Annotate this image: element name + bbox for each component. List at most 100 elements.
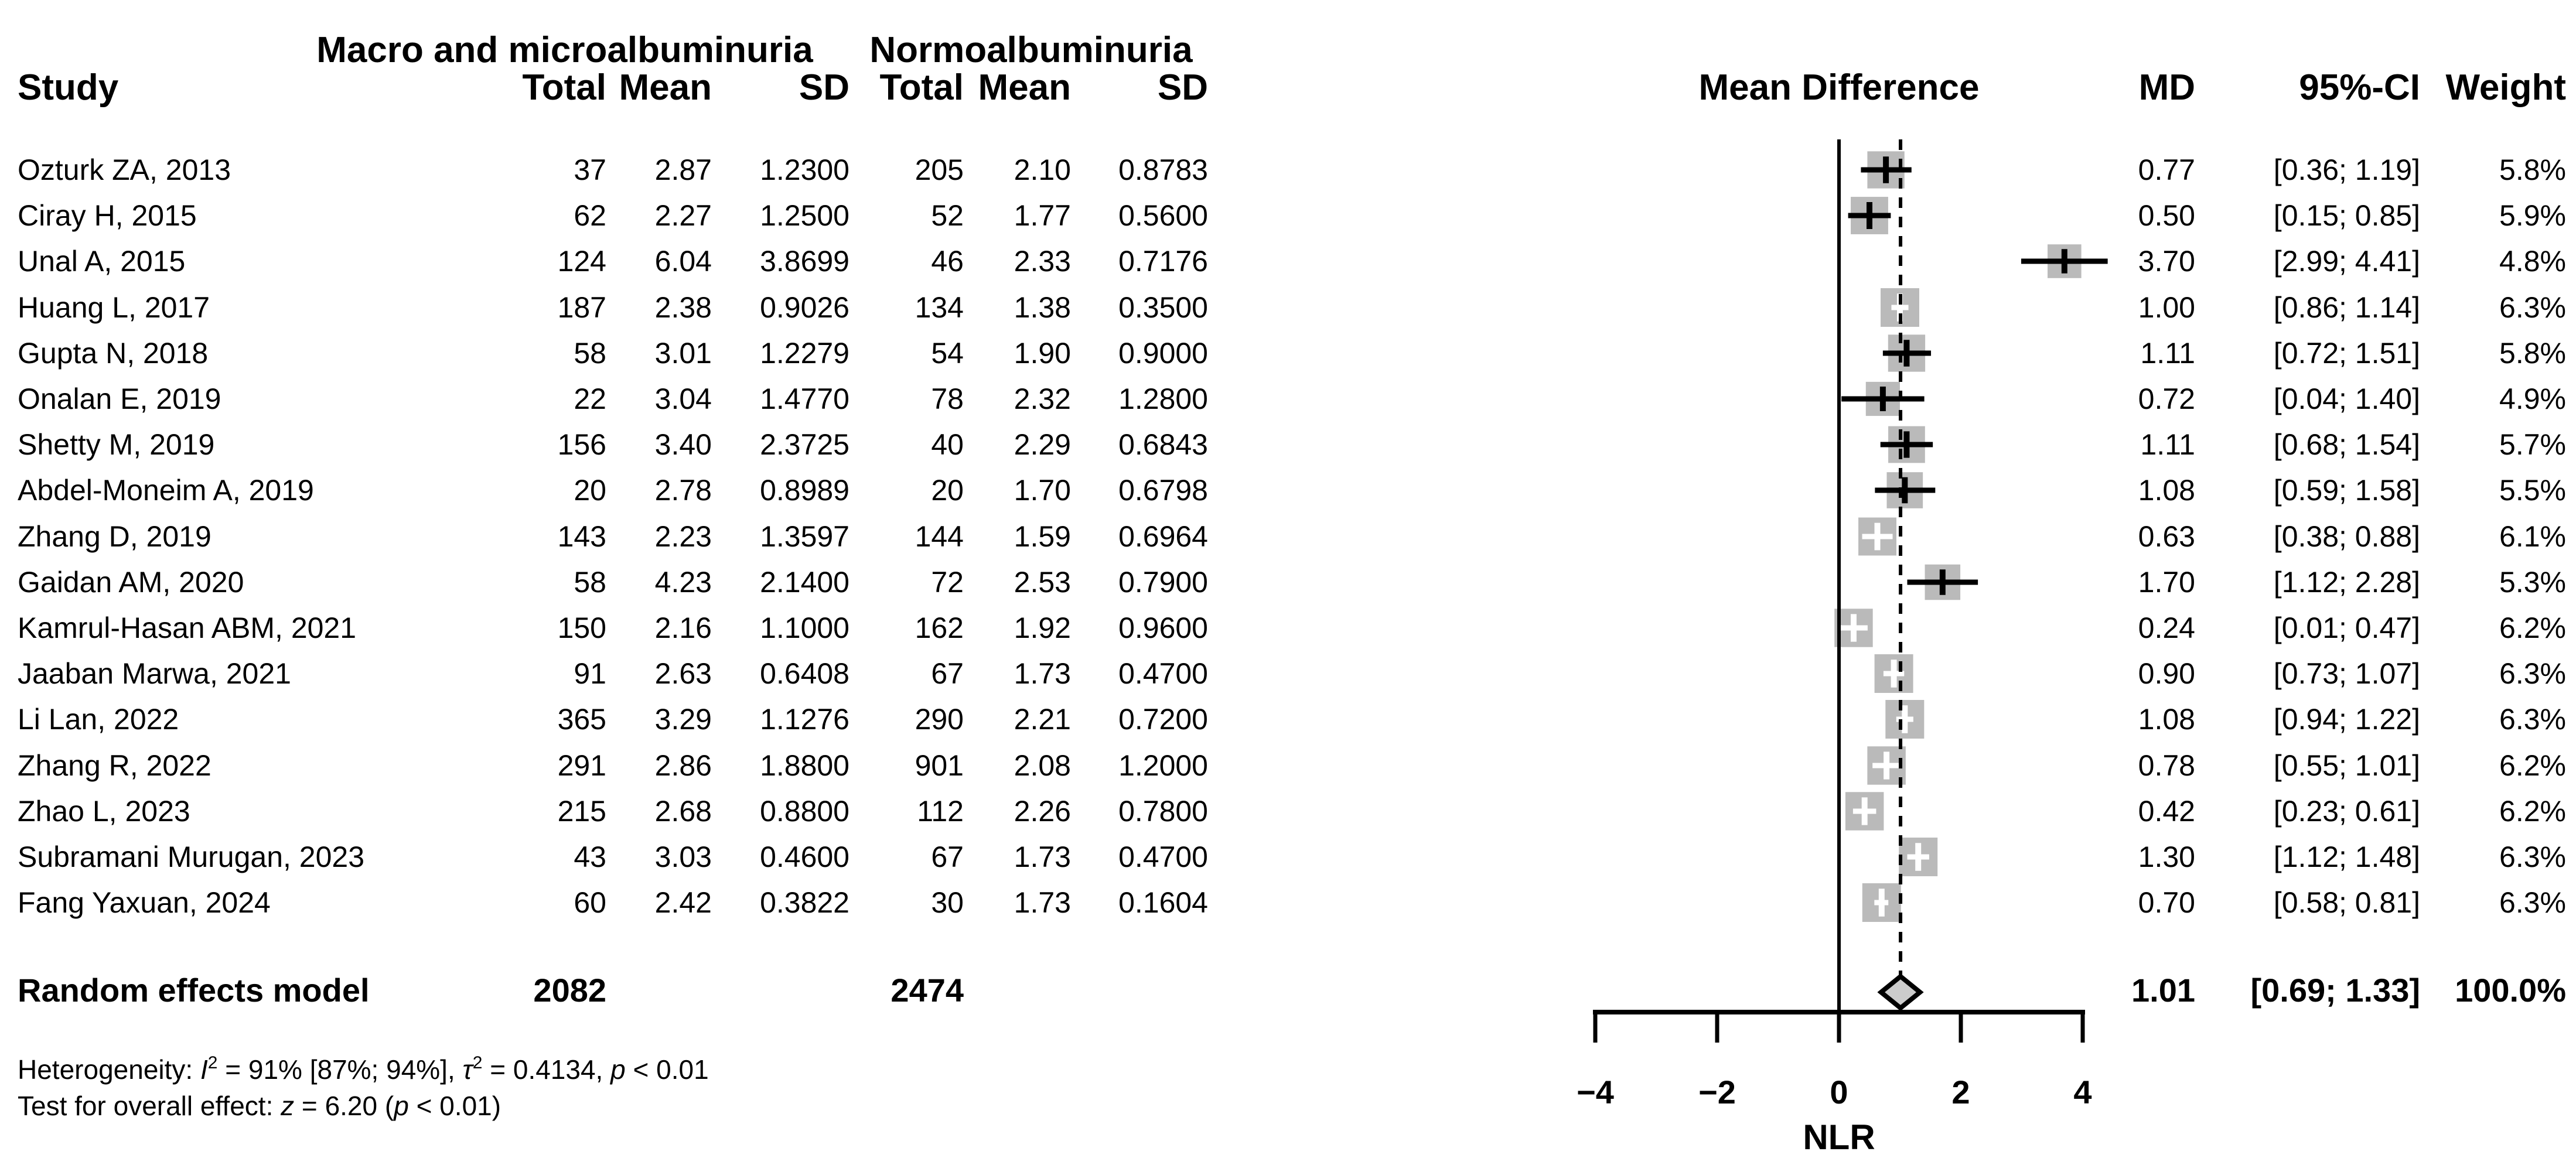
sd-group1-cell: 1.1000 <box>760 611 849 644</box>
study-row: Kamrul-Hasan ABM, 2021 150 2.16 1.1000 162 1.… <box>18 609 2566 647</box>
total-group2-cell: 52 <box>931 199 964 232</box>
sd-group2-cell: 0.9600 <box>1118 611 1208 644</box>
md-cell: 0.78 <box>2138 749 2195 782</box>
mean-group2-cell: 2.33 <box>1014 245 1071 278</box>
study-name: Jaaban Marwa, 2021 <box>18 657 291 690</box>
mean-group2-cell: 1.59 <box>1014 520 1071 553</box>
header-mean-group1: Mean <box>619 67 712 108</box>
weight-cell: 6.2% <box>2499 795 2566 828</box>
md-cell: 0.77 <box>2138 153 2195 186</box>
total-group2-cell: 54 <box>931 337 964 370</box>
mean-group1-cell: 2.87 <box>655 153 712 186</box>
mean-group2-cell: 1.92 <box>1014 611 1071 644</box>
mean-group2-cell: 2.26 <box>1014 795 1071 828</box>
md-cell: 0.72 <box>2138 382 2195 415</box>
total-group2-cell: 46 <box>931 245 964 278</box>
ci-cell: [0.59; 1.58] <box>2274 474 2420 507</box>
md-cell: 1.08 <box>2138 703 2195 736</box>
group2-title: Normoalbuminuria <box>869 30 1193 70</box>
mean-group2-cell: 1.73 <box>1014 657 1071 690</box>
study-name: Unal A, 2015 <box>18 245 185 278</box>
x-axis-tick-label: 0 <box>1830 1074 1848 1111</box>
sd-group2-cell: 0.6964 <box>1118 520 1208 553</box>
mean-group2-cell: 2.10 <box>1014 153 1071 186</box>
mean-group2-cell: 2.29 <box>1014 428 1071 461</box>
x-axis-tick-label: −2 <box>1698 1074 1736 1111</box>
study-name: Kamrul-Hasan ABM, 2021 <box>18 611 356 644</box>
mean-group2-cell: 2.53 <box>1014 566 1071 599</box>
ci-cell: [0.73; 1.07] <box>2274 657 2420 690</box>
ci-cell: [1.12; 2.28] <box>2274 566 2420 599</box>
study-rows: Ozturk ZA, 2013 37 2.87 1.2300 205 2.10 0.8783… <box>18 151 2566 922</box>
study-row: Gupta N, 2018 58 3.01 1.2279 54 1.90 0.9000 1.1… <box>18 334 2566 372</box>
header-ci: 95%-CI <box>2299 67 2420 108</box>
summary-total-group1: 2082 <box>533 972 606 1009</box>
ci-cell: [0.86; 1.14] <box>2274 291 2420 324</box>
study-row: Zhang R, 2022 291 2.86 1.8800 901 2.08 1.2000 0… <box>18 746 2566 785</box>
total-group2-cell: 134 <box>915 291 964 324</box>
ci-cell: [0.72; 1.51] <box>2274 337 2420 370</box>
study-name: Gupta N, 2018 <box>18 337 208 370</box>
weight-cell: 5.8% <box>2499 153 2566 186</box>
sd-group1-cell: 1.3597 <box>760 520 849 553</box>
total-group2-cell: 205 <box>915 153 964 186</box>
total-group2-cell: 901 <box>915 749 964 782</box>
study-row: Huang L, 2017 187 2.38 0.9026 134 1.38 0.3500 1… <box>18 288 2566 327</box>
ci-cell: [1.12; 1.48] <box>2274 841 2420 873</box>
md-cell: 1.30 <box>2138 841 2195 873</box>
group1-title: Macro and microalbuminuria <box>316 30 813 70</box>
summary-md-value: 1.01 <box>2131 972 2195 1009</box>
sd-group2-cell: 1.2800 <box>1118 382 1208 415</box>
mean-group1-cell: 2.23 <box>655 520 712 553</box>
sd-group1-cell: 0.9026 <box>760 291 849 324</box>
weight-cell: 5.3% <box>2499 566 2566 599</box>
heterogeneity-note: Heterogeneity: I2 = 91% [87%; 94%], τ2 =… <box>18 1053 709 1085</box>
x-axis-tick-label: 2 <box>1951 1074 1970 1111</box>
total-group1-cell: 124 <box>558 245 606 278</box>
study-name: Gaidan AM, 2020 <box>18 566 244 599</box>
weight-cell: 6.1% <box>2499 520 2566 553</box>
i-squared-exponent: 2 <box>208 1053 218 1072</box>
overall-effect-note: Test for overall effect: z = 6.20 (p < 0… <box>18 1091 501 1121</box>
header-sd-group2: SD <box>1158 67 1208 108</box>
ci-cell: [0.15; 0.85] <box>2274 199 2420 232</box>
tau-squared-symbol: τ <box>463 1054 475 1085</box>
summary-label: Random effects model <box>18 972 370 1009</box>
ci-cell: [0.01; 0.47] <box>2274 611 2420 644</box>
p-symbol: p <box>609 1054 626 1085</box>
header-total-group1: Total <box>523 67 607 108</box>
sd-group2-cell: 0.7200 <box>1118 703 1208 736</box>
study-name: Zhang R, 2022 <box>18 749 211 782</box>
total-group1-cell: 58 <box>574 337 606 370</box>
ci-cell: [0.94; 1.22] <box>2274 703 2420 736</box>
weight-cell: 6.3% <box>2499 291 2566 324</box>
sd-group1-cell: 1.8800 <box>760 749 849 782</box>
sd-group1-cell: 0.8800 <box>760 795 849 828</box>
total-group1-cell: 187 <box>558 291 606 324</box>
header-sd-group1: SD <box>799 67 849 108</box>
total-group1-cell: 156 <box>558 428 606 461</box>
study-row: Zhao L, 2023 215 2.68 0.8800 112 2.26 0.7800 0.… <box>18 792 2566 831</box>
x-axis-tick-label: −4 <box>1577 1074 1614 1111</box>
weight-cell: 6.2% <box>2499 611 2566 644</box>
total-group2-cell: 144 <box>915 520 964 553</box>
mean-group2-cell: 1.90 <box>1014 337 1071 370</box>
mean-group2-cell: 1.77 <box>1014 199 1071 232</box>
mean-group1-cell: 4.23 <box>655 566 712 599</box>
sd-group1-cell: 2.3725 <box>760 428 849 461</box>
weight-cell: 6.3% <box>2499 703 2566 736</box>
sd-group1-cell: 1.2500 <box>760 199 849 232</box>
total-group1-cell: 91 <box>574 657 606 690</box>
summary-diamond <box>1877 973 1924 1012</box>
sd-group2-cell: 0.4700 <box>1118 841 1208 873</box>
sd-group1-cell: 3.8699 <box>760 245 849 278</box>
md-cell: 0.63 <box>2138 520 2195 553</box>
header-study: Study <box>18 67 119 108</box>
total-group1-cell: 22 <box>574 382 606 415</box>
mean-group2-cell: 2.21 <box>1014 703 1071 736</box>
summary-weight-value: 100.0% <box>2455 972 2566 1009</box>
total-group2-cell: 30 <box>931 886 964 919</box>
heterogeneity-p-value: < 0.01 <box>626 1054 709 1085</box>
